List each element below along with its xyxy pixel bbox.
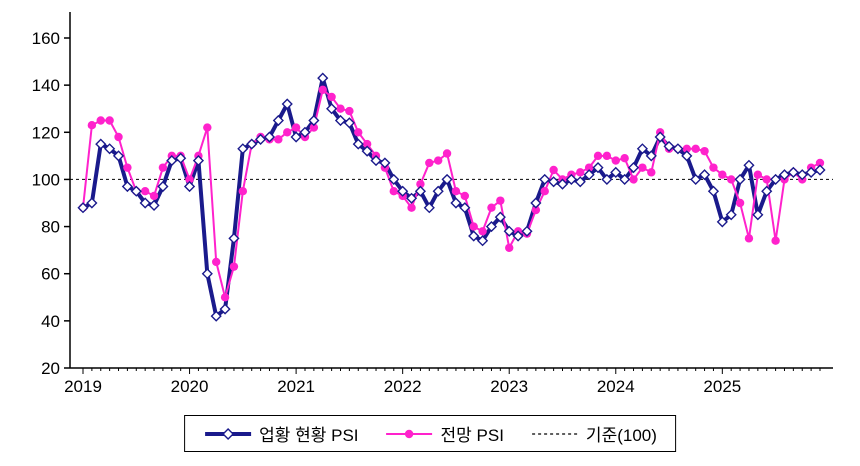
chart-canvas: 20 40 60 80 100 120 140 160 2019 2020 2021 2022 2023…	[32, 12, 833, 396]
svg-text:2020: 2020	[171, 377, 209, 396]
chart-legend: 업황 현황 PSI 전망 PSI 기준(100)	[184, 415, 676, 452]
svg-text:2024: 2024	[597, 377, 635, 396]
svg-text:140: 140	[32, 76, 60, 95]
svg-text:2025: 2025	[703, 377, 741, 396]
svg-text:80: 80	[41, 218, 60, 237]
legend-item-baseline: 기준(100)	[530, 421, 657, 446]
legend-label-current: 업황 현황 PSI	[259, 426, 359, 445]
svg-text:2019: 2019	[64, 377, 102, 396]
svg-text:2021: 2021	[277, 377, 315, 396]
svg-text:2023: 2023	[490, 377, 528, 396]
svg-text:40: 40	[41, 312, 60, 331]
legend-label-forecast: 전망 PSI	[440, 426, 504, 445]
svg-text:120: 120	[32, 123, 60, 142]
legend-item-forecast: 전망 PSI	[385, 421, 504, 446]
legend-swatch-current-line	[205, 427, 252, 440]
legend-item-current: 업황 현황 PSI	[203, 421, 359, 446]
legend-swatch-forecast-line	[386, 429, 433, 438]
legend-swatch-baseline-line	[531, 432, 578, 435]
svg-text:2022: 2022	[384, 377, 422, 396]
svg-text:20: 20	[41, 359, 60, 378]
svg-text:160: 160	[32, 29, 60, 48]
legend-label-baseline: 기준(100)	[585, 426, 657, 445]
svg-text:60: 60	[41, 265, 60, 284]
svg-text:100: 100	[32, 170, 60, 189]
